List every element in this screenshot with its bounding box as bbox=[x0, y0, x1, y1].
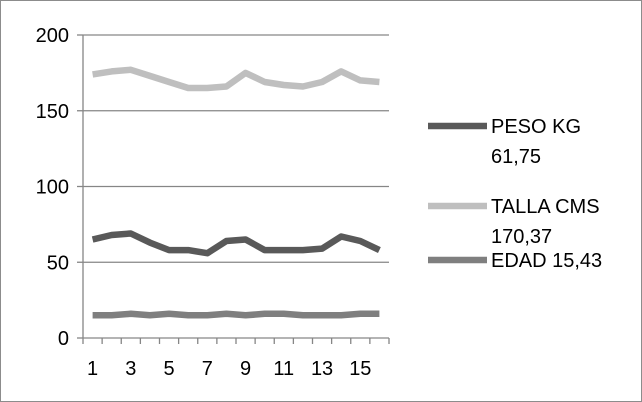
x-tick-label-5: 5 bbox=[164, 358, 175, 380]
x-tick-label-1: 1 bbox=[87, 358, 98, 380]
y-tick-label-100: 100 bbox=[36, 177, 69, 199]
y-tick-label-50: 50 bbox=[47, 252, 69, 274]
legend-label-1-1: 170,37 bbox=[491, 226, 552, 248]
x-tick-label-7: 7 bbox=[202, 358, 213, 380]
legend-label-1-0: TALLA CMS bbox=[491, 196, 600, 218]
x-tick-label-15: 15 bbox=[349, 358, 371, 380]
y-tick-label-150: 150 bbox=[36, 101, 69, 123]
legend-label-0-0: PESO KG bbox=[491, 116, 581, 138]
x-tick-label-11: 11 bbox=[273, 358, 294, 380]
gridlines bbox=[83, 34, 389, 263]
y-axis: 0 50 100 150 200 bbox=[36, 25, 84, 350]
x-tick-label-13: 13 bbox=[311, 358, 333, 380]
x-tick-label-9: 9 bbox=[240, 358, 251, 380]
series-lines bbox=[91, 66, 381, 319]
y-tick-label-200: 200 bbox=[36, 25, 69, 47]
legend-label-0-1: 61,75 bbox=[491, 146, 541, 168]
series-line-0 bbox=[91, 230, 381, 257]
series-line-2 bbox=[92, 310, 380, 319]
x-tick-label-3: 3 bbox=[125, 358, 136, 380]
x-axis: 1 3 5 7 9 11 13 15 bbox=[82, 337, 390, 380]
y-tick-label-0: 0 bbox=[58, 328, 69, 350]
legend-label-2-0: EDAD 15,43 bbox=[491, 250, 602, 272]
series-line-1 bbox=[92, 66, 380, 92]
